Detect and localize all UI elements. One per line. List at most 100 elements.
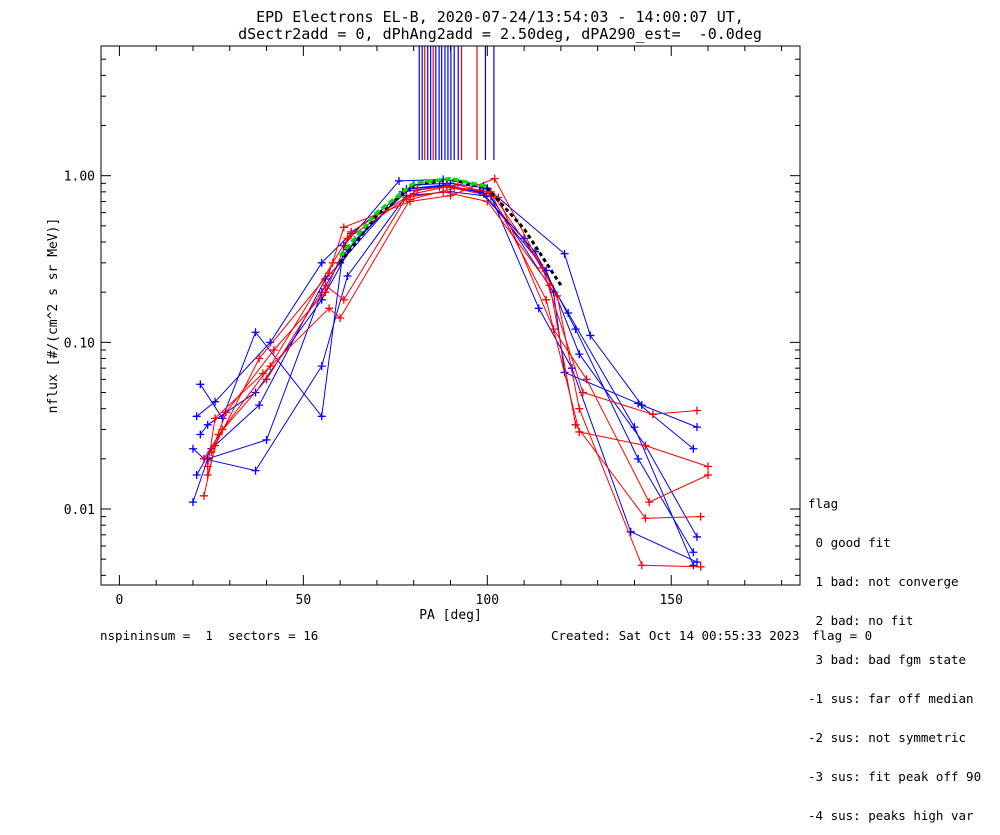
data-point [704,462,713,471]
data-point [560,249,569,258]
x-tick-label: 0 [115,593,123,608]
series-line [203,186,698,460]
data-point [328,258,337,267]
series-line [192,185,694,566]
data-point [586,331,595,340]
data-point [203,462,212,471]
series-line [207,191,701,519]
legend-item: 3 bad: bad fgm state [808,652,967,667]
legend-item: -4 sus: peaks high var [808,808,974,823]
x-tick-label: 100 [476,593,499,608]
data-point [203,470,212,479]
data-point [692,423,701,432]
data-point [696,512,705,521]
legend-item: -3 sus: fit peak off 90 [808,769,982,784]
fit-curve [338,176,488,258]
legend-item: -2 sus: not symmetric [808,730,967,745]
data-point [207,447,216,456]
data-point [575,404,584,413]
data-point [317,258,326,267]
legend-title: flag [808,496,839,511]
data-point [571,420,580,429]
data-point [648,410,657,419]
data-point [538,263,547,272]
data-point [200,454,209,463]
data-point [200,491,209,500]
data-point [641,441,650,450]
y-axis-label: nflux [#/(cm^2 s sr MeV)] [46,218,61,414]
data-point [634,454,643,463]
chart-title-line1: EPD Electrons EL-B, 2020-07-24/13:54:03 … [256,8,744,26]
data-point [196,380,205,389]
data-point [339,223,348,232]
data-point [222,408,231,417]
data-point [255,354,264,363]
data-point [211,414,220,423]
series-line [199,178,694,450]
data-point [637,561,646,570]
data-point [192,470,201,479]
legend-item: -1 sus: far off median [808,691,974,706]
series-line [203,177,701,568]
data-point [394,176,403,185]
data-point [689,548,698,557]
data-point [262,375,271,384]
data-point [317,362,326,371]
data-point [575,427,584,436]
data-point [188,444,197,453]
x-axis-label: PA [deg] [419,608,482,623]
data-point [689,444,698,453]
footer-created: Created: Sat Oct 14 00:55:33 2023 [551,628,800,643]
legend-item: 1 bad: not converge [808,574,959,589]
data-point [637,401,646,410]
data-point [203,420,212,429]
data-point [251,466,260,475]
data-point [343,272,352,281]
chart: 0 50 100 150 0.01 0.10 1.00 PA [deg] nflux [#/(c… [46,45,801,623]
series-line [210,184,709,467]
series-line [196,182,698,428]
data-point [696,562,705,571]
data-point [339,295,348,304]
data-point [453,180,462,189]
data-point [575,350,584,359]
data-point [255,401,264,410]
data-point [196,430,205,439]
data-point [413,186,422,195]
series-line [199,184,698,538]
chart-title-line2: dSectr2add = 0, dPhAng2add = 2.50deg, dP… [238,25,762,43]
data-point [553,291,562,300]
data-point [262,435,271,444]
data-point [571,325,580,334]
data-point [578,388,587,397]
data-point [336,313,345,322]
data-point [188,498,197,507]
x-tick-label: 150 [659,593,682,608]
data-point [317,412,326,421]
data-point [347,227,356,236]
data-point [483,197,492,206]
data-point [258,369,267,378]
legend-item: 2 bad: no fit [808,613,914,628]
data-point [325,304,334,313]
data-point [545,281,554,290]
data-point [692,558,701,567]
legend-item: 0 good fit [808,535,891,550]
data-point [406,195,415,204]
data-point [534,304,543,313]
data-point [634,399,643,408]
data-point [192,412,201,421]
y-tick-label: 0.01 [64,503,95,518]
data-point [582,375,591,384]
data-point [692,406,701,415]
data-point [251,328,260,337]
data-point [542,295,551,304]
y-tick-label: 0.10 [64,336,95,351]
footer-spin-info: nspininsum = 1 sectors = 16 [100,628,319,643]
data-point [211,397,220,406]
data-point [321,288,330,297]
data-point [446,191,455,200]
x-tick-label: 50 [296,593,312,608]
data-point [692,532,701,541]
data-point [704,470,713,479]
